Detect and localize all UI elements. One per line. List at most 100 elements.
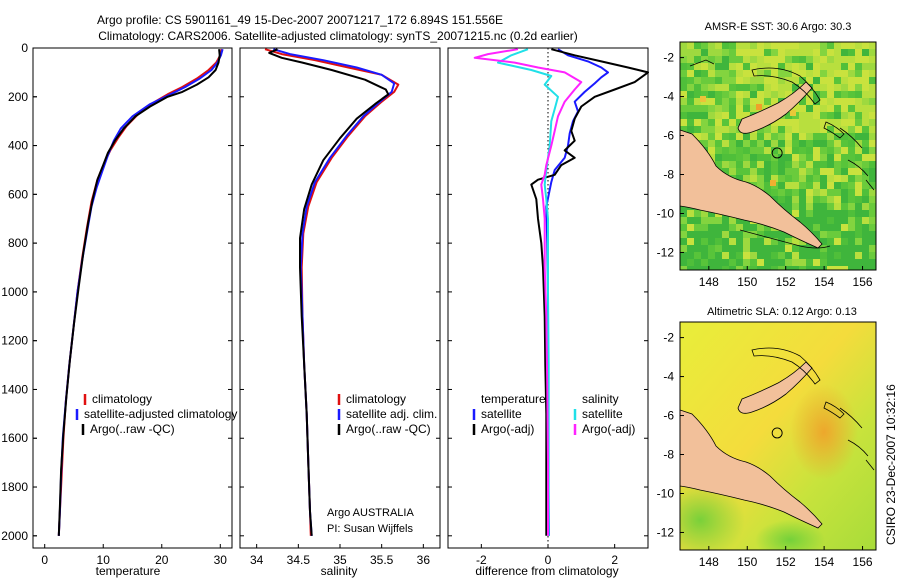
sst-cell [771,147,778,154]
sst-cell [848,266,855,270]
sst-cell [855,112,862,119]
sst-cell [869,266,876,270]
series-line-temp-argo [530,48,649,536]
sst-cell [820,140,827,147]
sst-cell [792,63,799,70]
sst-cell [715,49,722,56]
sst-cell [757,147,764,154]
sst-cell [750,238,757,245]
sst-cell [708,140,715,147]
sst-cell [750,147,757,154]
sst-cell [743,266,750,270]
sst-cell [785,154,792,161]
sst-cell [729,168,736,175]
sst-cell [862,119,869,126]
sst-cell [785,196,792,203]
bougainville [823,401,845,419]
sst-cell [848,91,855,98]
sst-cell [799,154,806,161]
sst-cell [778,196,785,203]
sst-cell [778,189,785,196]
sst-cell [743,224,750,231]
sst-cell [848,252,855,259]
sst-cell [813,210,820,217]
sst-cell [869,105,876,112]
sst-cell [841,217,848,224]
sst-cell [708,84,715,91]
sst-cell [792,168,799,175]
sst-cell [827,42,834,49]
sst-cell [813,105,820,112]
sst-cell [715,266,722,270]
sst-cell [827,91,834,98]
sst-cell [862,245,869,252]
sst-cell [862,56,869,63]
sst-cell [750,77,757,84]
sst-cell [757,133,764,140]
sst-cell [834,112,841,119]
map-y-tick-label: -6 [663,129,674,143]
sst-cell [771,252,778,259]
sst-cell [757,266,764,270]
sst-cell [869,231,876,238]
sst-cell [708,56,715,63]
sst-cell [806,147,813,154]
sst-cell [799,189,806,196]
sst-cell [813,189,820,196]
sst-cell [820,42,827,49]
sst-cell [771,70,778,77]
sst-cell [687,224,694,231]
sst-cell [757,91,764,98]
sst-cell [799,168,806,175]
sst-cell [820,91,827,98]
sst-cell [862,154,869,161]
sst-cell [680,77,687,84]
sst-cell [701,140,708,147]
sst-cell [820,231,827,238]
sst-cell [792,182,799,189]
sst-cell [701,231,708,238]
sst-cell [806,196,813,203]
sst-cell [841,133,848,140]
sst-cell [757,126,764,133]
depth-tick-label: 1000 [1,285,28,299]
sst-cell [869,238,876,245]
sst-cell [701,238,708,245]
sst-cell [792,210,799,217]
sst-cell [820,133,827,140]
sst-cell [862,161,869,168]
sst-cell [764,168,771,175]
depth-tick-label: 200 [8,90,28,104]
png-mainland [680,129,823,249]
sst-cell [869,56,876,63]
sst-cell [792,77,799,84]
sst-cell [806,154,813,161]
x-tick-label: 0 [545,553,552,567]
sst-cell [764,84,771,91]
sst-cell [841,63,848,70]
sst-cell [687,91,694,98]
sst-cell [771,231,778,238]
sst-cell [680,119,687,126]
sst-cell [862,42,869,49]
sst-cell [869,224,876,231]
sst-cell [750,49,757,56]
sst-cell [778,91,785,98]
sst-cell [736,147,743,154]
sst-cell [834,140,841,147]
salinity-xlabel: salinity [321,564,358,578]
header-line-1: Argo profile: CS 5901161_49 15-Dec-2007 … [97,13,503,27]
sst-cell [764,252,771,259]
sst-cell [680,84,687,91]
sst-cell [813,231,820,238]
sst-cell [736,217,743,224]
sst-cell [827,112,834,119]
sst-cell [834,91,841,98]
legend-satellite-label: satellite adj. clim. [346,407,437,421]
sst-cell [771,84,778,91]
sst-cell [785,266,792,270]
sst-cell [869,203,876,210]
sst-cell [834,203,841,210]
argo-australia-label: Argo AUSTRALIA [327,507,414,519]
map-y-tick-label: -6 [663,409,674,423]
